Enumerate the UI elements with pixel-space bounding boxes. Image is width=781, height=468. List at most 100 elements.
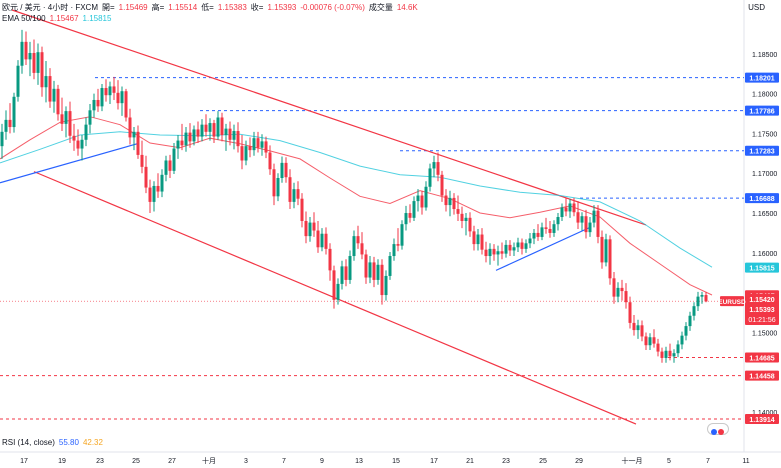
price-badge-bg bbox=[745, 105, 779, 116]
candle-body bbox=[132, 131, 136, 138]
candle-body bbox=[40, 52, 44, 88]
candle-body bbox=[140, 154, 144, 167]
live-indicator-icon bbox=[711, 429, 724, 435]
candle-body bbox=[564, 207, 568, 212]
candle-body bbox=[236, 131, 240, 147]
symbol-header: 欧元 / 美元 · 4小时 · FXCM 開= 1.15469 高= 1.15514 低=… bbox=[2, 2, 422, 13]
change-value: -0.00076 (-0.07%) bbox=[300, 3, 365, 12]
price-badge-bg bbox=[745, 262, 779, 273]
candle-body bbox=[484, 249, 488, 257]
candle-body bbox=[504, 244, 508, 254]
x-tick-label: 21 bbox=[466, 458, 474, 465]
candle-body bbox=[184, 132, 188, 146]
candle-body bbox=[300, 198, 304, 221]
candle-body bbox=[520, 242, 524, 249]
candle-body bbox=[656, 343, 660, 352]
candle-body bbox=[188, 132, 192, 142]
x-tick-label: 9 bbox=[320, 458, 324, 465]
price-badge-label: 1.17786 bbox=[749, 109, 774, 116]
candle-body bbox=[436, 162, 440, 175]
x-tick-label: 十月 bbox=[202, 456, 216, 465]
candle-body bbox=[48, 76, 52, 102]
candle-body bbox=[264, 141, 268, 153]
volume-value: 14.6K bbox=[396, 3, 418, 12]
candle-body bbox=[664, 350, 668, 358]
candle-body bbox=[20, 41, 24, 66]
x-tick-label: 17 bbox=[430, 458, 438, 465]
candle-body bbox=[416, 195, 420, 202]
candle-body bbox=[644, 336, 648, 346]
candle-body bbox=[372, 262, 376, 280]
candle-body bbox=[176, 140, 180, 149]
low-label: 低= bbox=[201, 3, 214, 12]
candle-body bbox=[592, 210, 596, 223]
candle-body bbox=[0, 131, 4, 147]
ema-legend[interactable]: EMA 50/100 1.15467 1.15815 bbox=[2, 14, 115, 23]
symbol-line: 欧元 / 美元 · 4小时 · FXCM bbox=[2, 3, 98, 12]
candle-body bbox=[444, 195, 448, 206]
candle-body bbox=[384, 275, 388, 296]
x-tick-label: 27 bbox=[168, 458, 176, 465]
candle-body bbox=[216, 117, 220, 137]
close-label: 收= bbox=[250, 3, 264, 12]
y-tick-label: 1.14000 bbox=[752, 410, 777, 417]
live-indicator[interactable] bbox=[707, 423, 729, 435]
candle-body bbox=[632, 322, 636, 331]
candle-body bbox=[676, 344, 680, 354]
candle-body bbox=[308, 222, 312, 237]
low-value: 1.15383 bbox=[217, 3, 247, 12]
candle-body bbox=[80, 139, 84, 149]
x-tick-label: 5 bbox=[667, 458, 671, 465]
candle-body bbox=[356, 236, 360, 244]
candle-body bbox=[12, 96, 16, 128]
open-label: 開= bbox=[102, 3, 115, 12]
candle-body bbox=[28, 52, 32, 60]
candle-body bbox=[596, 210, 600, 237]
candle-body bbox=[168, 160, 172, 171]
candle-body bbox=[568, 203, 572, 212]
candle-body bbox=[92, 99, 96, 111]
candle-body bbox=[68, 111, 72, 136]
x-tick-label: 7 bbox=[706, 458, 710, 465]
x-tick-label: 25 bbox=[539, 458, 547, 465]
ema-label: EMA 50/100 bbox=[2, 14, 46, 23]
candle-body bbox=[468, 217, 472, 232]
candle-body bbox=[192, 129, 196, 142]
x-tick-label: 十一月 bbox=[622, 456, 643, 465]
candle-body bbox=[380, 264, 384, 296]
candle-body bbox=[232, 131, 236, 140]
x-tick-label: 25 bbox=[132, 458, 140, 465]
rsi-legend[interactable]: RSI (14, close) 55.80 42.32 bbox=[2, 438, 107, 447]
candle-body bbox=[488, 248, 492, 257]
candle-body bbox=[600, 236, 604, 263]
candle-body bbox=[112, 86, 116, 93]
candle-body bbox=[584, 216, 588, 233]
current-price-level: 1.15420 bbox=[749, 297, 774, 304]
candle-body bbox=[200, 124, 204, 137]
x-tick-label: 17 bbox=[20, 458, 28, 465]
candle-body bbox=[292, 189, 296, 202]
candle-body bbox=[640, 325, 644, 337]
price-badge-label: 1.14685 bbox=[749, 356, 774, 363]
candle-body bbox=[428, 168, 432, 187]
y-tick-label: 1.15000 bbox=[752, 330, 777, 337]
candle-body bbox=[324, 233, 328, 249]
candle-body bbox=[556, 217, 560, 225]
candle-body bbox=[336, 283, 340, 300]
candle-body bbox=[540, 227, 544, 237]
candle-body bbox=[156, 185, 160, 192]
candle-body bbox=[456, 209, 460, 214]
candle-body bbox=[636, 325, 640, 331]
candle-body bbox=[648, 337, 652, 346]
candle-body bbox=[44, 76, 48, 88]
price-badge-bg bbox=[745, 413, 779, 424]
candle-body bbox=[376, 264, 380, 280]
candle-body bbox=[688, 315, 692, 327]
candle-body bbox=[604, 239, 608, 263]
candle-body bbox=[316, 230, 320, 248]
high-label: 高= bbox=[151, 3, 165, 12]
candle-body bbox=[348, 256, 352, 280]
rsi-label: RSI (14, close) bbox=[2, 438, 55, 447]
trend-line-support-2 bbox=[495, 226, 591, 271]
